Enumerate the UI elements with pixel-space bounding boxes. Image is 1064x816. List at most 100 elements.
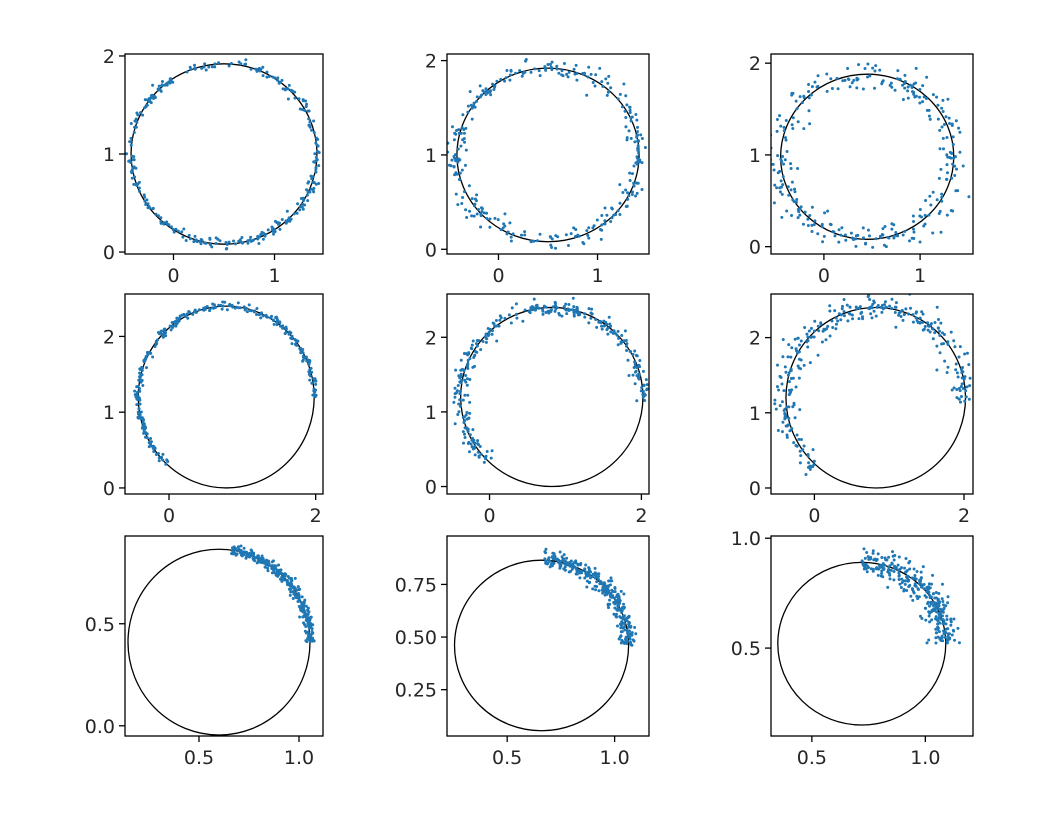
data-point (636, 158, 640, 162)
data-point (188, 237, 192, 241)
data-point (885, 305, 889, 309)
data-point (496, 218, 500, 222)
data-point (766, 194, 769, 197)
data-point (466, 430, 470, 434)
data-point (939, 617, 943, 621)
data-point (550, 237, 554, 241)
data-point (523, 230, 527, 234)
data-point (452, 165, 456, 169)
data-point (541, 309, 545, 313)
data-point (917, 595, 921, 599)
data-point (828, 304, 832, 308)
data-point (807, 461, 811, 465)
data-point (931, 573, 935, 577)
data-point (797, 366, 801, 370)
data-point (570, 567, 574, 571)
data-point (458, 389, 462, 393)
data-point (261, 314, 265, 318)
data-point (775, 385, 779, 389)
data-point (937, 604, 941, 608)
data-point (207, 65, 211, 69)
data-point (902, 588, 906, 592)
x-tick-label: 0 (163, 505, 175, 527)
data-point (298, 615, 302, 619)
y-tick-label: 0.0 (85, 716, 115, 738)
data-point (606, 332, 610, 336)
data-point (159, 221, 163, 225)
data-point (281, 326, 285, 330)
data-point (787, 416, 791, 420)
data-point (589, 72, 593, 76)
data-point (550, 561, 554, 565)
data-point (140, 426, 144, 430)
data-point (941, 614, 945, 618)
data-point (619, 340, 623, 344)
data-point (490, 449, 494, 453)
data-point (295, 343, 299, 347)
data-point (816, 74, 820, 78)
data-point (463, 393, 467, 397)
data-point (636, 181, 640, 185)
data-point (259, 311, 263, 315)
data-point (927, 582, 931, 586)
data-point (312, 119, 316, 123)
data-point (934, 590, 938, 594)
data-point (618, 201, 622, 205)
data-point (873, 69, 877, 73)
data-point (936, 625, 940, 629)
data-point (958, 400, 962, 404)
data-point (623, 628, 627, 632)
data-point (510, 306, 514, 310)
data-point (472, 446, 476, 450)
data-point (188, 311, 192, 315)
data-point (816, 353, 820, 357)
data-point (865, 570, 869, 574)
data-point (952, 339, 956, 343)
data-point (485, 337, 489, 341)
data-point (644, 378, 648, 382)
data-point (834, 316, 838, 320)
data-point (475, 95, 479, 99)
data-point (636, 146, 640, 150)
data-point (147, 445, 151, 449)
data-point (945, 614, 949, 618)
data-point (896, 69, 900, 73)
data-point (578, 313, 582, 317)
data-point (779, 185, 783, 189)
data-point (302, 355, 305, 359)
data-point (134, 394, 138, 398)
data-point (476, 439, 480, 443)
data-point (775, 186, 779, 190)
data-point (297, 97, 301, 101)
data-point (458, 398, 462, 402)
data-point (300, 595, 304, 599)
data-point (465, 377, 469, 381)
data-point (293, 337, 297, 341)
data-point (181, 235, 185, 239)
data-point (784, 413, 788, 417)
data-point (918, 208, 922, 212)
data-point (897, 577, 901, 581)
data-point (565, 556, 569, 560)
data-point (275, 221, 279, 224)
data-point (469, 442, 473, 446)
data-point (925, 586, 929, 590)
data-point (533, 67, 537, 71)
data-point (495, 339, 499, 343)
data-point (884, 300, 888, 304)
data-point (284, 330, 288, 334)
data-point (479, 348, 483, 352)
data-point (786, 185, 790, 189)
data-point (137, 378, 141, 382)
data-point (588, 580, 592, 584)
data-point (595, 218, 599, 222)
axes-frame (446, 53, 650, 255)
y-tick-label: 0.5 (731, 638, 761, 660)
data-point (180, 230, 184, 234)
data-point (871, 66, 875, 70)
data-point (258, 69, 262, 73)
data-point (310, 370, 314, 374)
data-point (831, 325, 835, 329)
data-point (475, 212, 479, 216)
data-point (290, 334, 294, 338)
